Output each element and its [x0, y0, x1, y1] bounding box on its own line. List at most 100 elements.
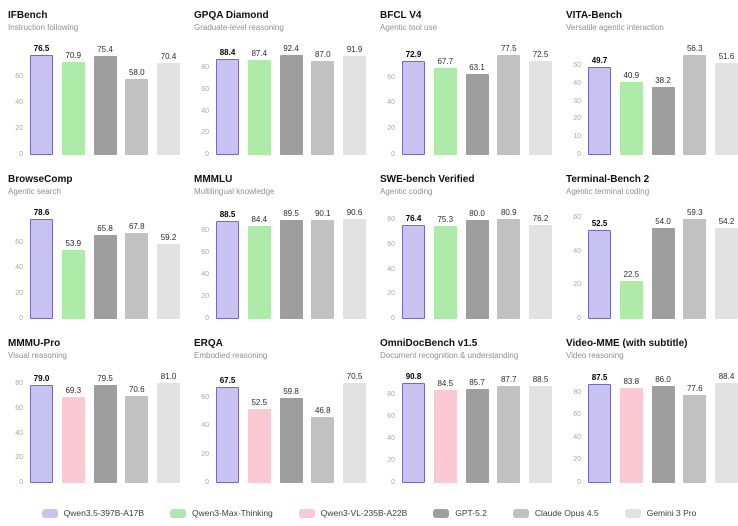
- bar-qwen3-vl-235b-a22b: [247, 408, 271, 483]
- y-axis-tick: 40: [387, 265, 395, 273]
- bar-slot: 88.4: [715, 372, 738, 483]
- bar-gemini-3-pro: [529, 61, 552, 155]
- bar-gemini-3-pro: [343, 383, 366, 483]
- bar-value-label: 85.7: [469, 377, 485, 387]
- bar-slot: 88.5: [529, 375, 552, 483]
- bar-value-label: 69.3: [65, 386, 82, 396]
- bar-value-label: 52.5: [591, 219, 608, 229]
- y-axis-tick: 10: [573, 133, 581, 141]
- legend-label: GPT-5.2: [455, 508, 487, 518]
- legend-label: Gemini 3 Pro: [646, 508, 697, 518]
- bar-claude-opus-4-5: [683, 395, 707, 483]
- chart-subtitle: Document recognition & understanding: [380, 351, 519, 360]
- bar-slot: 59.3: [683, 208, 707, 319]
- bar-slot: 72.9: [402, 50, 425, 155]
- bar-slot: 90.1: [311, 209, 335, 319]
- bar-slot: 67.7: [433, 57, 457, 155]
- bar-slot: 85.7: [465, 377, 489, 483]
- bar-gpt-5-2: [465, 388, 489, 483]
- y-axis-tick: 0: [19, 151, 23, 158]
- bar-value-label: 75.4: [97, 45, 113, 55]
- bar-qwen3-5-397b-a17b: [30, 219, 53, 319]
- y-axis-tick: 20: [573, 115, 581, 123]
- benchmark-chart: Video-MME (with subtitle) Video reasonin…: [566, 334, 738, 492]
- bar-claude-opus-4-5: [497, 219, 521, 319]
- bar-value-label: 22.5: [623, 270, 640, 280]
- bar-value-label: 67.5: [219, 376, 236, 386]
- y-axis-tick: 60: [387, 412, 395, 420]
- bars: 76.4 75.3 80.0 80.9 76.2: [402, 201, 552, 319]
- bar-slot: 84.5: [433, 379, 457, 483]
- bars: 52.5 22.5 54.0 59.3 54.2: [588, 201, 738, 319]
- bar-slot: 88.4: [216, 48, 239, 155]
- bar-claude-opus-4-5: [497, 386, 521, 483]
- bar-value-label: 70.5: [346, 372, 363, 381]
- y-axis-tick: 80: [573, 388, 581, 396]
- bars: 78.6 53.9 65.8 67.8 59.2: [30, 201, 180, 319]
- bar-slot: 59.2: [157, 233, 180, 319]
- chart-subtitle: Graduate-level reasoning: [194, 23, 284, 32]
- y-axis-tick: 40: [201, 107, 209, 115]
- y-axis-tick: 40: [573, 247, 581, 255]
- bar-value-label: 63.1: [469, 62, 485, 72]
- plot-area: 49.7 40.9 38.2 56.3 51.6 0 10 20 30 40 50: [566, 37, 738, 158]
- bars: 88.5 84.4 89.5 90.1 90.6: [216, 201, 366, 319]
- bar-slot: 40.9: [619, 71, 643, 155]
- chart-title: MMMLU: [194, 174, 233, 185]
- legend-item: Qwen3-VL-235B-A22B: [298, 508, 407, 518]
- bar-value-label: 76.5: [33, 44, 50, 53]
- y-axis-tick: 80: [15, 380, 23, 388]
- legend-item: Qwen3-Max-Thinking: [170, 508, 273, 518]
- legend-swatch-icon: [512, 508, 529, 518]
- y-axis-tick: 0: [577, 479, 581, 486]
- y-axis-tick: 20: [387, 125, 395, 133]
- bar-slot: 63.1: [465, 62, 489, 155]
- bar-slot: 75.3: [433, 214, 457, 319]
- y-axis-tick: 30: [573, 97, 581, 105]
- benchmark-chart: ERQA Embodied reasoning 67.5 52.5 59.8 46.8…: [194, 334, 370, 492]
- y-axis-tick: 20: [387, 290, 395, 298]
- y-axis-tick: 0: [205, 479, 209, 486]
- bar-slot: 90.8: [402, 372, 425, 483]
- y-axis-tick: 80: [387, 390, 395, 398]
- bar-slot: 79.0: [30, 374, 53, 483]
- bar-gemini-3-pro: [157, 62, 180, 155]
- bar-value-label: 75.3: [437, 214, 454, 224]
- legend: Qwen3.5-397B-A17B Qwen3-Max-Thinking Qwen3…: [0, 508, 738, 518]
- bar-slot: 65.8: [93, 224, 117, 319]
- bar-value-label: 58.0: [128, 68, 145, 78]
- bar-slot: 46.8: [311, 406, 335, 483]
- bar-slot: 70.6: [125, 385, 149, 483]
- bar-value-label: 67.8: [128, 221, 145, 231]
- bar-value-label: 83.8: [623, 377, 640, 387]
- legend-swatch-icon: [298, 508, 315, 518]
- bars: 72.9 67.7 63.1 77.5 72.5: [402, 37, 552, 155]
- plot-area: 87.5 83.8 86.0 77.6 88.4 0 20 40 60 80: [566, 365, 738, 486]
- chart-subtitle: Instruction following: [8, 23, 79, 32]
- y-axis-tick: 20: [387, 456, 395, 464]
- y-axis-tick: 60: [201, 393, 209, 401]
- bar-claude-opus-4-5: [683, 55, 707, 155]
- chart-title: BrowseComp: [8, 174, 73, 185]
- bar-slot: 52.5: [588, 219, 611, 319]
- bar-claude-opus-4-5: [125, 79, 149, 155]
- bar-slot: 52.5: [247, 398, 271, 483]
- bar-slot: 54.2: [715, 217, 738, 319]
- chart-subtitle: Agentic search: [8, 187, 61, 196]
- bar-value-label: 70.9: [65, 51, 82, 61]
- bar-gpt-5-2: [279, 398, 303, 483]
- y-axis-tick: 0: [577, 315, 581, 322]
- bar-qwen3-max-thinking: [619, 281, 643, 319]
- chart-title: BFCL V4: [380, 10, 422, 21]
- bar-value-label: 56.3: [686, 44, 703, 53]
- chart-title: Terminal-Bench 2: [566, 174, 650, 185]
- bar-claude-opus-4-5: [311, 416, 335, 483]
- bar-gemini-3-pro: [715, 227, 738, 319]
- bar-value-label: 88.5: [532, 374, 549, 384]
- bar-value-label: 92.4: [283, 44, 299, 53]
- bar-slot: 88.5: [216, 210, 239, 319]
- y-axis-tick: 80: [387, 216, 395, 224]
- y-axis-tick: 40: [15, 98, 23, 106]
- bar-slot: 80.9: [497, 208, 521, 319]
- bar-value-label: 90.6: [346, 208, 363, 217]
